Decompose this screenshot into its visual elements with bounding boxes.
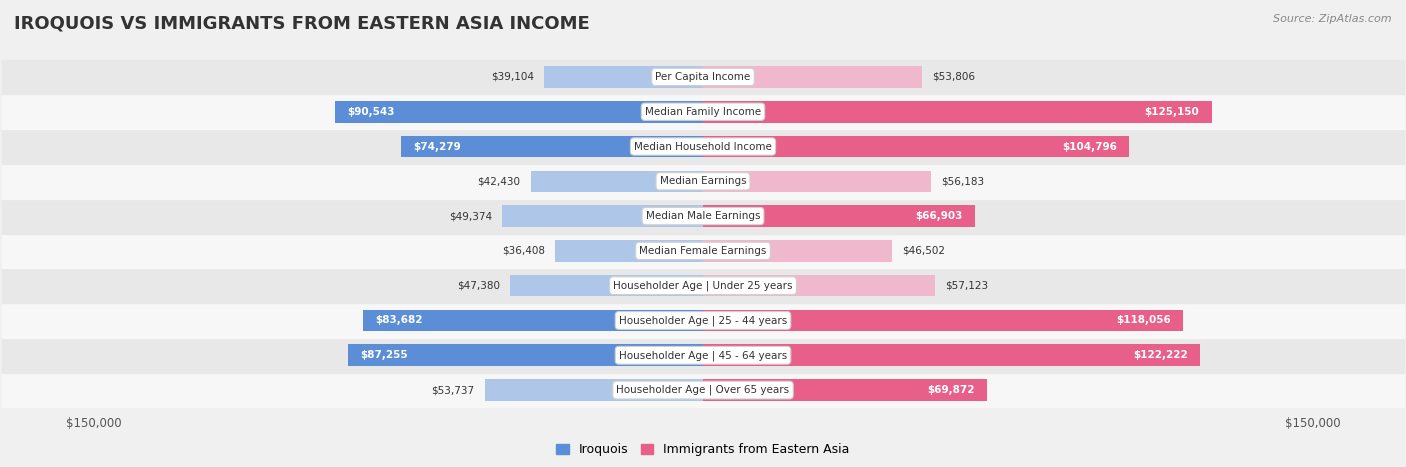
Text: Householder Age | 45 - 64 years: Householder Age | 45 - 64 years bbox=[619, 350, 787, 361]
Text: IROQUOIS VS IMMIGRANTS FROM EASTERN ASIA INCOME: IROQUOIS VS IMMIGRANTS FROM EASTERN ASIA… bbox=[14, 14, 589, 32]
Text: Householder Age | 25 - 44 years: Householder Age | 25 - 44 years bbox=[619, 315, 787, 326]
Text: $87,255: $87,255 bbox=[360, 350, 408, 360]
Bar bbox=[703, 240, 891, 262]
Bar bbox=[1, 94, 1405, 129]
Bar bbox=[544, 66, 703, 88]
Text: Source: ZipAtlas.com: Source: ZipAtlas.com bbox=[1274, 14, 1392, 24]
Bar bbox=[335, 101, 703, 122]
Bar bbox=[703, 205, 974, 227]
Text: Median Family Income: Median Family Income bbox=[645, 107, 761, 117]
Bar bbox=[510, 275, 703, 297]
Bar bbox=[401, 136, 703, 157]
Bar bbox=[1, 198, 1405, 234]
Text: $36,408: $36,408 bbox=[502, 246, 546, 256]
Bar bbox=[1, 269, 1405, 303]
Text: $57,123: $57,123 bbox=[945, 281, 988, 290]
Bar bbox=[703, 379, 987, 401]
Text: $69,872: $69,872 bbox=[928, 385, 974, 395]
Text: Householder Age | Over 65 years: Householder Age | Over 65 years bbox=[616, 385, 790, 396]
Bar bbox=[1, 303, 1405, 338]
Bar bbox=[1, 234, 1405, 269]
Bar bbox=[703, 170, 931, 192]
Bar bbox=[1, 373, 1405, 408]
Text: $90,543: $90,543 bbox=[347, 107, 395, 117]
Bar bbox=[349, 345, 703, 366]
Text: $83,682: $83,682 bbox=[375, 316, 423, 325]
Text: $125,150: $125,150 bbox=[1144, 107, 1199, 117]
Bar bbox=[485, 379, 703, 401]
Text: Householder Age | Under 25 years: Householder Age | Under 25 years bbox=[613, 281, 793, 291]
Text: $46,502: $46,502 bbox=[903, 246, 945, 256]
Text: Median Household Income: Median Household Income bbox=[634, 142, 772, 151]
Bar bbox=[1, 164, 1405, 198]
Text: Per Capita Income: Per Capita Income bbox=[655, 72, 751, 82]
Text: $74,279: $74,279 bbox=[413, 142, 461, 151]
Text: $104,796: $104,796 bbox=[1062, 142, 1116, 151]
Text: $53,806: $53,806 bbox=[932, 72, 974, 82]
Text: Median Earnings: Median Earnings bbox=[659, 177, 747, 186]
Bar bbox=[703, 345, 1199, 366]
Text: $53,737: $53,737 bbox=[432, 385, 474, 395]
Text: $47,380: $47,380 bbox=[457, 281, 501, 290]
Bar bbox=[703, 101, 1212, 122]
Bar bbox=[703, 66, 922, 88]
Bar bbox=[363, 310, 703, 331]
Text: $42,430: $42,430 bbox=[478, 177, 520, 186]
Legend: Iroquois, Immigrants from Eastern Asia: Iroquois, Immigrants from Eastern Asia bbox=[551, 439, 855, 461]
Text: Median Female Earnings: Median Female Earnings bbox=[640, 246, 766, 256]
Bar bbox=[703, 136, 1129, 157]
Bar bbox=[555, 240, 703, 262]
Bar bbox=[1, 59, 1405, 94]
Bar bbox=[1, 129, 1405, 164]
Text: $39,104: $39,104 bbox=[491, 72, 534, 82]
Bar bbox=[530, 170, 703, 192]
Text: $66,903: $66,903 bbox=[915, 211, 963, 221]
Text: $122,222: $122,222 bbox=[1133, 350, 1188, 360]
Text: $56,183: $56,183 bbox=[942, 177, 984, 186]
Text: $49,374: $49,374 bbox=[449, 211, 492, 221]
Text: $118,056: $118,056 bbox=[1116, 316, 1171, 325]
Bar bbox=[502, 205, 703, 227]
Bar bbox=[703, 275, 935, 297]
Bar bbox=[1, 338, 1405, 373]
Bar bbox=[703, 310, 1182, 331]
Text: Median Male Earnings: Median Male Earnings bbox=[645, 211, 761, 221]
